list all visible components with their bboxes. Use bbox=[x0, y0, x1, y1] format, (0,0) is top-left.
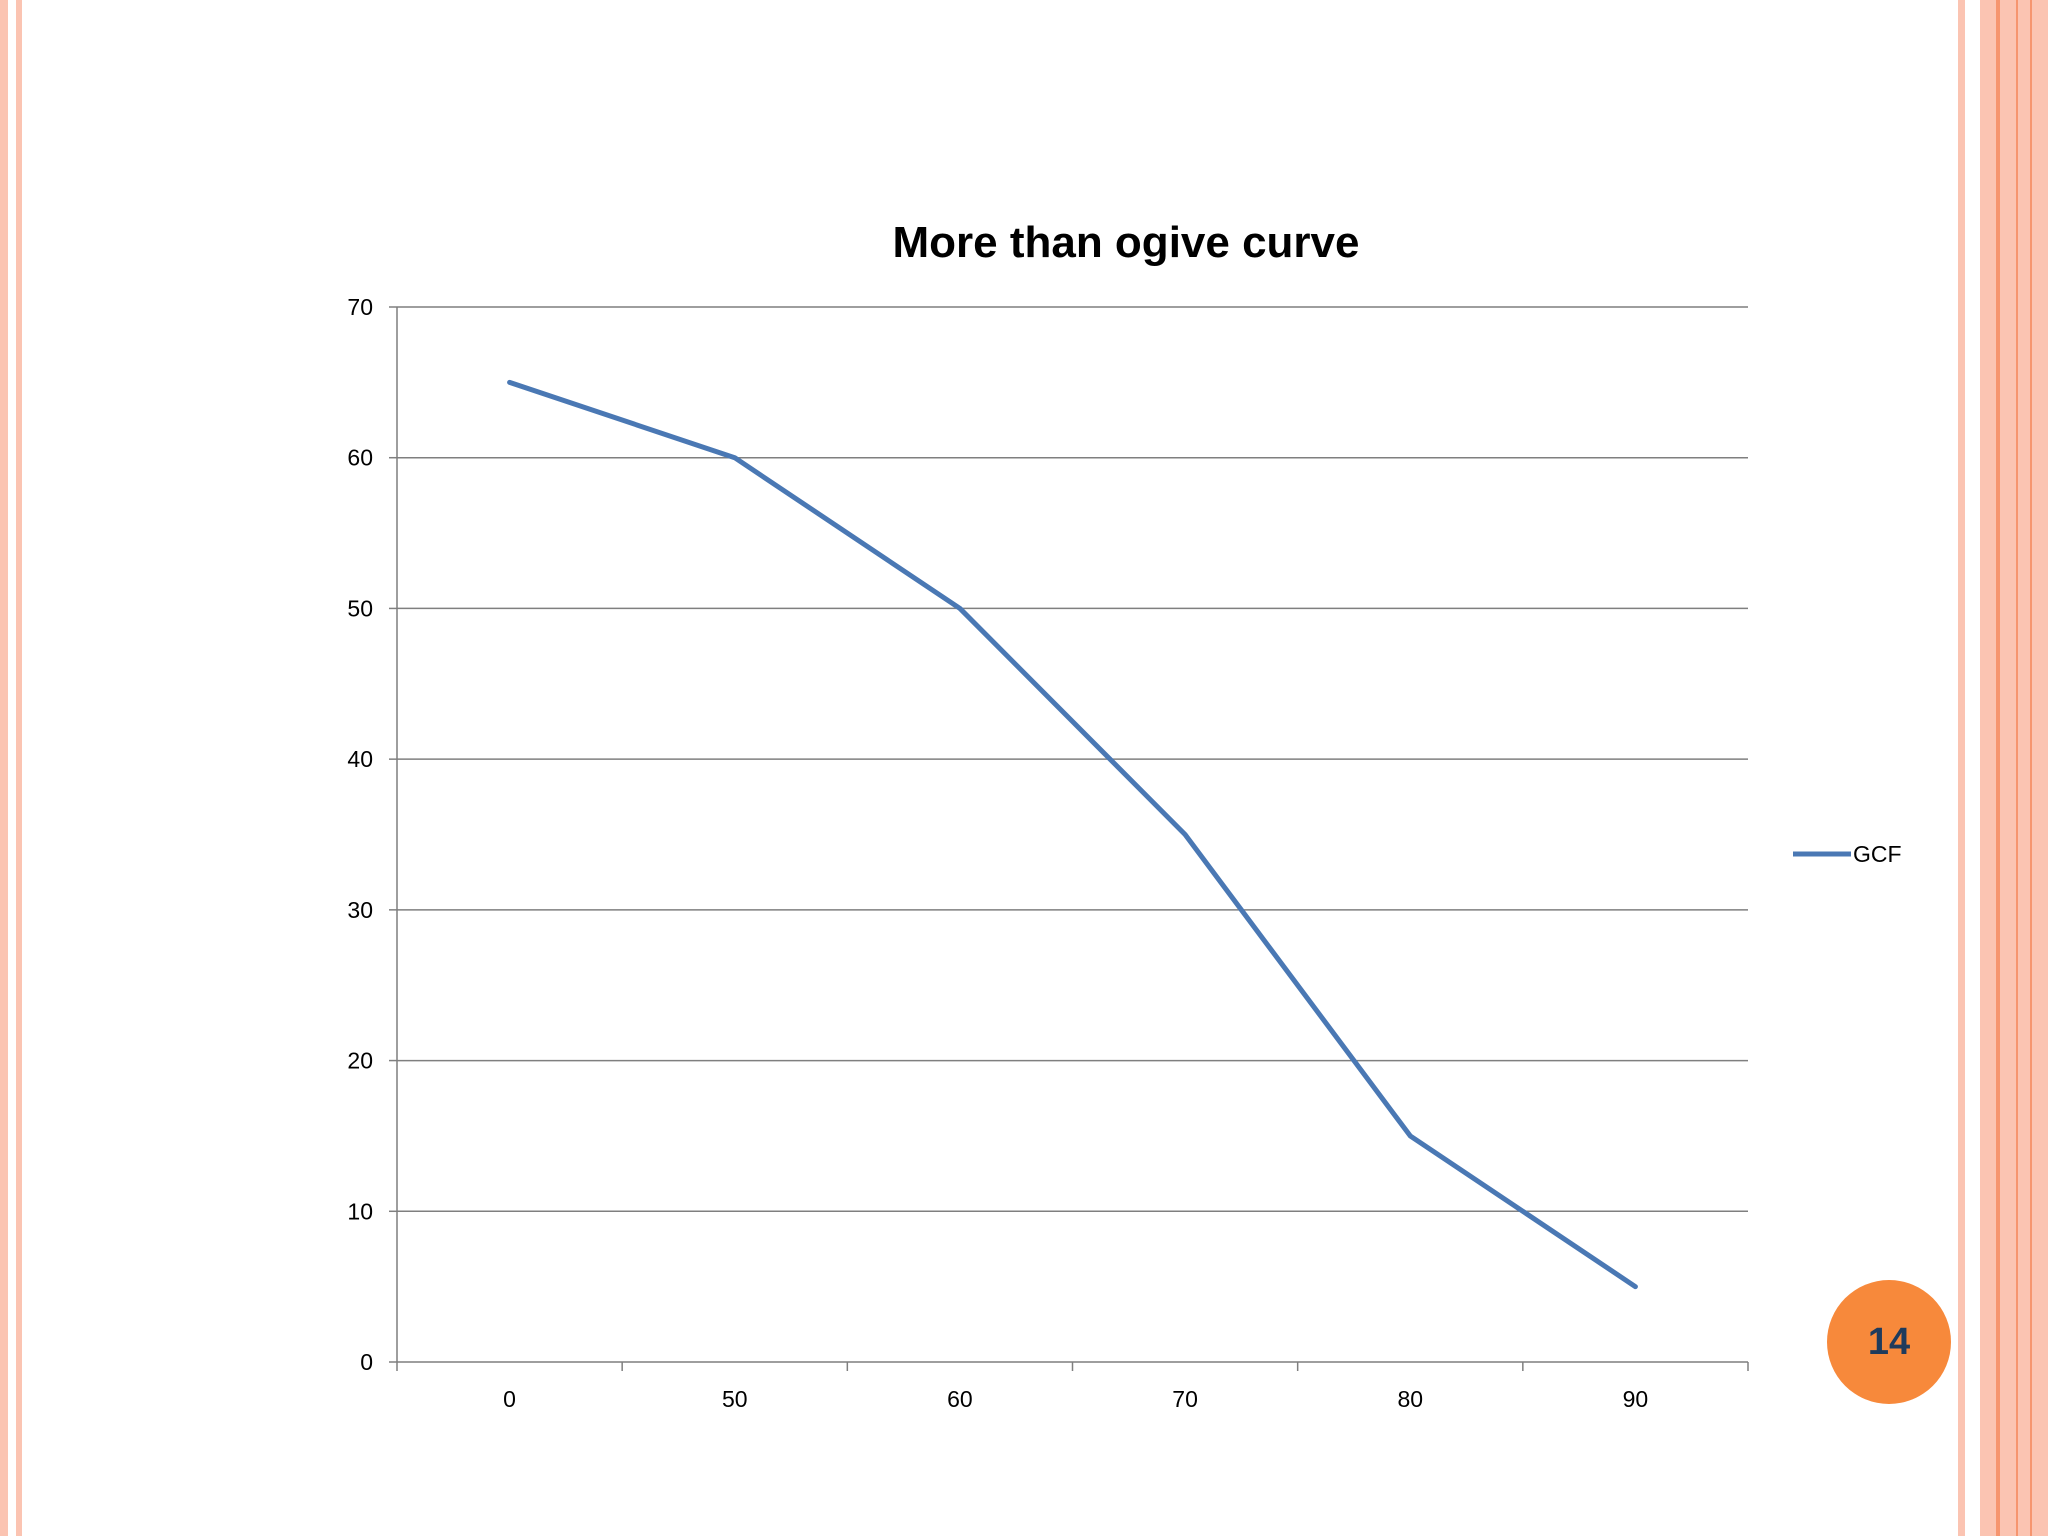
y-tick-label: 30 bbox=[347, 897, 373, 923]
slide-border-right-stripe bbox=[2030, 0, 2032, 1536]
slide-border-right-stripe bbox=[2016, 0, 2018, 1536]
page-number-badge: 14 bbox=[1827, 1280, 1951, 1404]
y-tick-label: 70 bbox=[347, 294, 373, 320]
x-tick-label: 90 bbox=[1623, 1386, 1649, 1412]
y-tick-label: 60 bbox=[347, 445, 373, 471]
slide-border-right-thin bbox=[1958, 0, 1965, 1536]
y-tick-label: 40 bbox=[347, 746, 373, 772]
series-lines bbox=[507, 379, 1638, 1290]
slide-border-left-inner bbox=[16, 0, 22, 1536]
legend: GCF bbox=[1793, 841, 1902, 867]
y-tick-label: 50 bbox=[347, 595, 373, 621]
x-tick-label: 0 bbox=[503, 1386, 516, 1412]
x-tick-label: 50 bbox=[722, 1386, 748, 1412]
y-tick-label: 20 bbox=[347, 1048, 373, 1074]
axes bbox=[389, 306, 1749, 1371]
series-line-gcf bbox=[507, 379, 1638, 1290]
gridlines bbox=[397, 306, 1748, 1213]
x-tick-label: 70 bbox=[1172, 1386, 1198, 1412]
y-tick-label: 10 bbox=[347, 1198, 373, 1224]
slide-border-right-band bbox=[1980, 0, 2048, 1536]
slide-border-left-outer bbox=[0, 0, 8, 1536]
x-axis-tick-labels: 0 50 60 70 80 90 bbox=[503, 1386, 1648, 1412]
x-tick-label: 60 bbox=[947, 1386, 973, 1412]
y-tick-label: 0 bbox=[360, 1349, 373, 1375]
slide-border-right-stripe bbox=[1996, 0, 2000, 1536]
page-number: 14 bbox=[1867, 1320, 1911, 1363]
y-axis-tick-labels: 0 10 20 30 40 50 60 70 bbox=[347, 294, 373, 1375]
x-tick-label: 80 bbox=[1397, 1386, 1423, 1412]
chart-title: More than ogive curve bbox=[892, 218, 1359, 267]
legend-label: GCF bbox=[1853, 841, 1902, 867]
